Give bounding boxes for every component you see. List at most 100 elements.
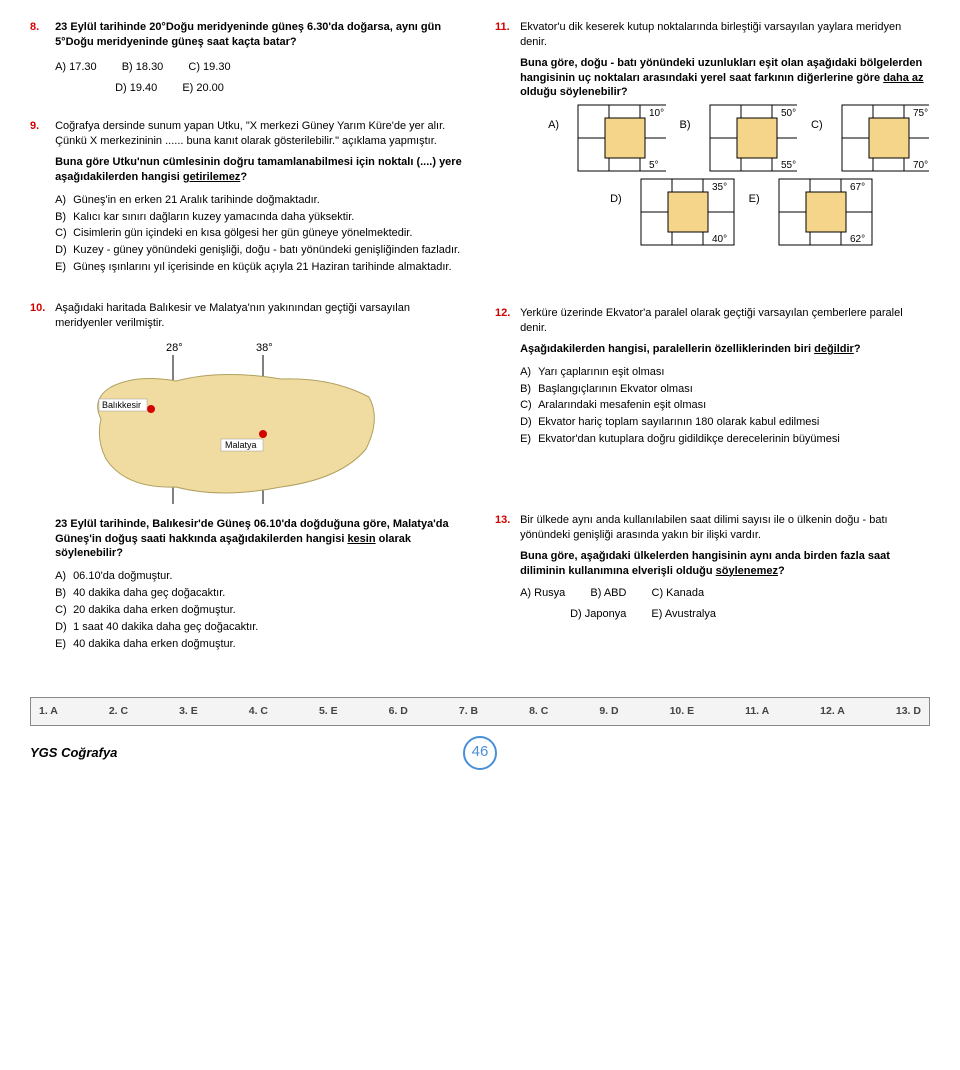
q13-C: C) Kanada xyxy=(652,586,705,601)
q11-A-svg: 10° 5° xyxy=(577,104,665,174)
ans-4: 4. C xyxy=(249,704,268,718)
qbody-10: Aşağıdaki haritada Balıkesir ve Malatya'… xyxy=(55,301,464,653)
q10-E: E)40 dakika daha erken doğmuştur. xyxy=(55,637,464,652)
q13-E: E) Avustralya xyxy=(651,607,716,622)
q11-C-label: C) xyxy=(811,118,823,133)
q11-B-label: B) xyxy=(680,118,691,133)
q11-D-svg: 35° 40° xyxy=(640,178,735,248)
q11-E-label: E) xyxy=(749,192,760,207)
q10-follow: 23 Eylül tarihinde, Balıkesir'de Güneş 0… xyxy=(55,517,464,562)
q8-options-2: D) 19.40 E) 20.00 xyxy=(55,81,464,96)
svg-text:50°: 50° xyxy=(781,108,796,119)
qnum-13: 13. xyxy=(495,513,517,528)
svg-text:40°: 40° xyxy=(712,234,727,245)
svg-text:70°: 70° xyxy=(913,160,928,171)
q10-C: C)20 dakika daha erken doğmuştur. xyxy=(55,603,464,618)
qnum-9: 9. xyxy=(30,119,52,134)
ans-5: 5. E xyxy=(319,704,338,718)
q10-text: Aşağıdaki haritada Balıkesir ve Malatya'… xyxy=(55,302,410,329)
q12-D: D)Ekvator hariç toplam sayılarının 180 o… xyxy=(520,415,929,430)
qbody-8: 23 Eylül tarihinde 20°Doğu meridyeninde … xyxy=(55,20,464,95)
q11-prompt: Buna göre, doğu - batı yönündeki uzunluk… xyxy=(520,56,929,101)
city1-label: Balıkkesir xyxy=(102,400,141,410)
q13-opts2: D) Japonya E) Avustralya xyxy=(520,607,929,622)
q11-A-label: A) xyxy=(548,118,559,133)
q8-options: A) 17.30 B) 18.30 C) 19.30 xyxy=(55,60,464,75)
question-8: 8. 23 Eylül tarihinde 20°Doğu meridyenin… xyxy=(30,20,465,95)
q10-A: A)06.10'da doğmuştur. xyxy=(55,569,464,584)
q8-E: E) 20.00 xyxy=(182,81,224,96)
q9-prompt: Buna göre Utku'nun cümlesinin doğru tama… xyxy=(55,155,464,185)
q8-D: D) 19.40 xyxy=(115,81,157,96)
q12-E: E)Ekvator'dan kutuplara doğru gidildikçe… xyxy=(520,432,929,447)
page-footer: YGS Coğrafya 46 xyxy=(30,736,930,770)
svg-text:5°: 5° xyxy=(649,160,659,171)
city2-label: Malatya xyxy=(225,440,257,450)
lon2-label: 38° xyxy=(256,342,273,354)
qbody-12: Yerküre üzerinde Ekvator'a paralel olara… xyxy=(520,306,929,449)
q11-row2: D) 35° 40° E) xyxy=(610,178,929,248)
ans-8: 8. C xyxy=(529,704,548,718)
q8-C: C) 19.30 xyxy=(188,60,230,75)
page-number-badge: 46 xyxy=(463,736,497,770)
q11-text1: Ekvator'u dik keserek kutup noktalarında… xyxy=(520,21,901,48)
turkey-outline xyxy=(98,374,375,493)
qbody-9: Coğrafya dersinde sunum yapan Utku, "X m… xyxy=(55,119,464,277)
ans-12: 12. A xyxy=(820,704,845,718)
ans-3: 3. E xyxy=(179,704,198,718)
lon1-label: 28° xyxy=(166,342,183,354)
q13-text1: Bir ülkede aynı anda kullanılabilen saat… xyxy=(520,514,888,541)
ans-7: 7. B xyxy=(459,704,478,718)
ans-11: 11. A xyxy=(745,704,769,718)
q9-C: C)Cisimlerin gün içindeki en kısa gölges… xyxy=(55,226,464,241)
qnum-11: 11. xyxy=(495,20,517,35)
q8-B: B) 18.30 xyxy=(122,60,164,75)
left-column: 8. 23 Eylül tarihinde 20°Doğu meridyenin… xyxy=(30,20,465,677)
answer-key: 1. A 2. C 3. E 4. C 5. E 6. D 7. B 8. C … xyxy=(30,697,930,725)
q9-text1: Coğrafya dersinde sunum yapan Utku, "X m… xyxy=(55,120,445,147)
ans-6: 6. D xyxy=(389,704,408,718)
city2-dot xyxy=(259,430,267,438)
q11-B-svg: 50° 55° xyxy=(709,104,797,174)
ans-9: 9. D xyxy=(599,704,618,718)
city1-dot xyxy=(147,405,155,413)
svg-text:62°: 62° xyxy=(850,234,865,245)
q9-text2c: ? xyxy=(240,171,247,183)
q12-prompt: Aşağıdakilerden hangisi, paralellerin öz… xyxy=(520,342,929,357)
q8-text: 23 Eylül tarihinde 20°Doğu meridyeninde … xyxy=(55,21,441,48)
svg-text:35°: 35° xyxy=(712,182,727,193)
subject-label: YGS Coğrafya xyxy=(30,744,463,762)
q12-B: B)Başlangıçlarının Ekvator olması xyxy=(520,382,929,397)
q9-E: E)Güneş ışınlarını yıl içerisinde en küç… xyxy=(55,260,464,275)
q11-C-svg: 75° 70° xyxy=(841,104,929,174)
q11-D-label: D) xyxy=(610,192,622,207)
question-12: 12. Yerküre üzerinde Ekvator'a paralel o… xyxy=(495,306,930,449)
qbody-13: Bir ülkede aynı anda kullanılabilen saat… xyxy=(520,513,929,622)
svg-text:10°: 10° xyxy=(649,108,664,119)
ans-2: 2. C xyxy=(109,704,128,718)
q11-E-svg: 67° 62° xyxy=(778,178,873,248)
two-column-layout: 8. 23 Eylül tarihinde 20°Doğu meridyenin… xyxy=(30,20,930,677)
q12-options: A)Yarı çaplarının eşit olması B)Başlangı… xyxy=(520,365,929,447)
ans-13: 13. D xyxy=(896,704,921,718)
q10-map: 28° 38° Balıkkesir Malatya xyxy=(81,339,464,509)
q12-C: C)Aralarındaki mesafenin eşit olması xyxy=(520,398,929,413)
q9-A: A)Güneş'in en erken 21 Aralık tarihinde … xyxy=(55,193,464,208)
q9-D: D)Kuzey - güney yönündeki genişliği, doğ… xyxy=(55,243,464,258)
question-11: 11. Ekvator'u dik keserek kutup noktalar… xyxy=(495,20,930,252)
q13-opts1: A) Rusya B) ABD C) Kanada xyxy=(520,586,929,601)
q12-A: A)Yarı çaplarının eşit olması xyxy=(520,365,929,380)
svg-text:67°: 67° xyxy=(850,182,865,193)
q13-D: D) Japonya xyxy=(570,607,626,622)
q9-text2b: getirilemez xyxy=(183,171,240,183)
q9-B: B)Kalıcı kar sınırı dağların kuzey yamac… xyxy=(55,210,464,225)
ans-1: 1. A xyxy=(39,704,58,718)
q9-options: A)Güneş'in en erken 21 Aralık tarihinde … xyxy=(55,193,464,275)
q10-B: B)40 dakika daha geç doğacaktır. xyxy=(55,586,464,601)
question-10: 10. Aşağıdaki haritada Balıkesir ve Mala… xyxy=(30,301,465,653)
qnum-12: 12. xyxy=(495,306,517,321)
q9-text2a: Buna göre Utku'nun cümlesinin doğru tama… xyxy=(55,156,462,183)
q11-row1: A) 10° 5° B) xyxy=(548,104,929,174)
q10-options: A)06.10'da doğmuştur. B)40 dakika daha g… xyxy=(55,569,464,651)
q13-A: A) Rusya xyxy=(520,586,565,601)
